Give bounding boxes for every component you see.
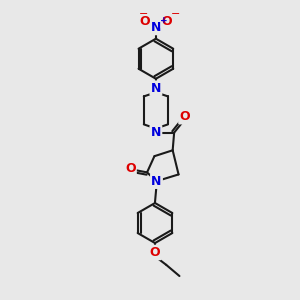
Text: O: O: [162, 14, 172, 28]
Text: N: N: [151, 175, 162, 188]
Text: N: N: [151, 21, 161, 34]
Text: −: −: [139, 9, 148, 19]
Text: +: +: [160, 16, 168, 26]
Text: N: N: [151, 82, 161, 95]
Text: −: −: [171, 9, 180, 19]
Text: O: O: [140, 14, 150, 28]
Text: O: O: [125, 162, 136, 175]
Text: N: N: [151, 126, 161, 139]
Text: O: O: [150, 246, 160, 259]
Text: O: O: [179, 110, 190, 123]
